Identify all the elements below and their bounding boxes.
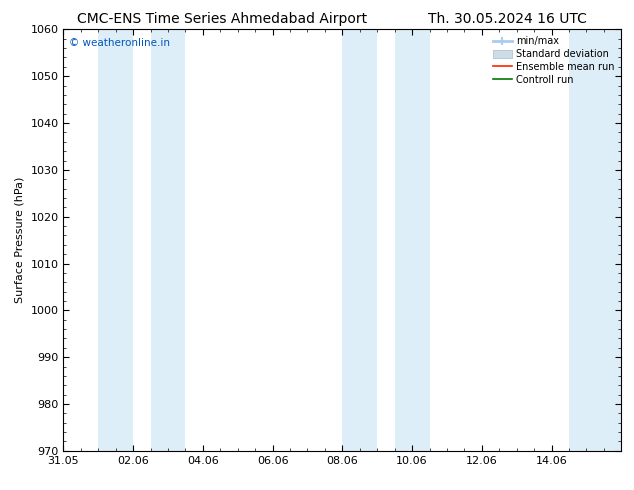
Legend: min/max, Standard deviation, Ensemble mean run, Controll run: min/max, Standard deviation, Ensemble me… — [491, 34, 616, 87]
Y-axis label: Surface Pressure (hPa): Surface Pressure (hPa) — [15, 177, 25, 303]
Text: Th. 30.05.2024 16 UTC: Th. 30.05.2024 16 UTC — [428, 12, 586, 26]
Bar — [394, 29, 429, 451]
Bar — [569, 29, 621, 451]
Text: © weatheronline.in: © weatheronline.in — [69, 38, 170, 48]
Text: CMC-ENS Time Series Ahmedabad Airport: CMC-ENS Time Series Ahmedabad Airport — [77, 12, 367, 26]
Bar — [150, 29, 185, 451]
Bar — [98, 29, 133, 451]
Bar — [342, 29, 377, 451]
